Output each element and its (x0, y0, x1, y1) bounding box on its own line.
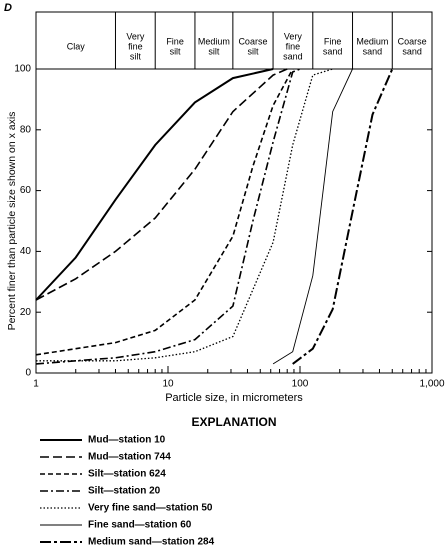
legend-label: Very fine sand—station 50 (88, 503, 213, 514)
legend-title: EXPLANATION (191, 415, 276, 429)
y-tick-label: 100 (14, 64, 31, 75)
legend-label: Mud—station 10 (88, 435, 166, 446)
y-tick-label: 0 (25, 368, 31, 379)
class-label: sand (323, 46, 343, 56)
class-label: Medium (356, 36, 388, 46)
y-tick-label: 80 (20, 124, 32, 135)
class-label: Medium (198, 36, 230, 46)
class-label: Very (126, 31, 145, 41)
x-tick-label: 1 (33, 379, 39, 390)
class-label: Fine (166, 36, 184, 46)
class-label: fine (128, 41, 143, 51)
series-line (272, 68, 353, 365)
y-axis-label: Percent finer than particle size shown o… (6, 112, 18, 331)
class-label: sand (283, 51, 303, 61)
y-tick-label: 20 (20, 307, 32, 318)
class-label: Fine (324, 36, 342, 46)
series-line (35, 68, 274, 301)
class-label: silt (170, 46, 181, 56)
series-line (292, 68, 394, 365)
x-tick-label: 100 (292, 379, 309, 390)
y-tick-label: 40 (20, 246, 32, 257)
class-label: Very (284, 31, 303, 41)
x-tick-label: 1,000 (419, 379, 444, 390)
class-label: silt (247, 46, 258, 56)
class-label: sand (402, 46, 422, 56)
series-line (35, 68, 301, 365)
class-label: fine (286, 41, 301, 51)
class-label: Coarse (238, 36, 267, 46)
series-line (35, 68, 294, 356)
plot-frame (35, 11, 433, 374)
class-label: Coarse (398, 36, 427, 46)
x-axis-label: Particle size, in micrometers (165, 392, 303, 404)
class-label: silt (130, 51, 141, 61)
legend-label: Silt—station 624 (88, 469, 166, 480)
legend-label: Silt—station 20 (88, 486, 161, 497)
panel-label: D (4, 2, 12, 14)
series-line (35, 68, 288, 301)
class-label: sand (363, 46, 383, 56)
class-label: silt (208, 46, 219, 56)
series-line (36, 68, 333, 362)
legend-label: Mud—station 744 (88, 452, 171, 463)
x-tick-label: 10 (162, 379, 174, 390)
legend-label: Fine sand—station 60 (88, 520, 192, 531)
class-label: Clay (67, 41, 86, 51)
y-tick-label: 60 (20, 185, 32, 196)
legend-label: Medium sand—station 284 (88, 537, 215, 548)
